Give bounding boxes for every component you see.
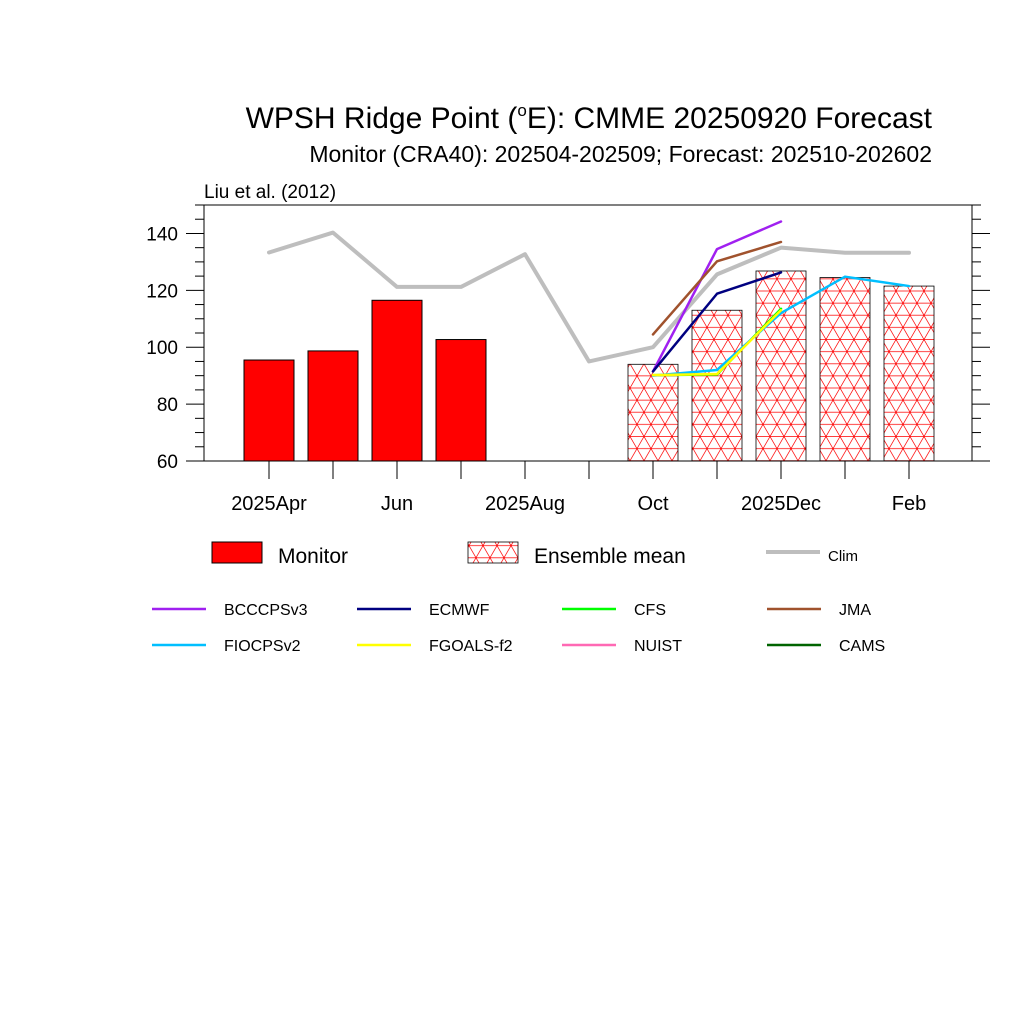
monitor-bar-Jul <box>435 339 487 462</box>
bars-layer <box>243 270 935 462</box>
ensemble-bar-Nov <box>691 309 743 462</box>
legend-swatch-ensemble-mean <box>467 541 519 564</box>
legend-label-cams: CAMS <box>839 638 885 655</box>
chart-subtitle: Monitor (CRA40): 202504-202509; Forecast… <box>309 141 932 167</box>
legend-label-ecmwf: ECMWF <box>429 602 490 619</box>
axes-layer: 60 80 100 120 140 2025Apr Jun 2025Aug Oct 2025Dec… <box>146 204 990 515</box>
legend-label-ensemble-mean: Ensemble mean <box>534 545 686 568</box>
monitor-bar-Jun <box>371 299 423 462</box>
y-tick-label-120: 120 <box>146 281 178 302</box>
x-tick-label-2025Dec: 2025Dec <box>741 493 821 515</box>
legend-swatch-monitor <box>211 541 263 564</box>
citation-label: Liu et al. (2012) <box>204 182 336 203</box>
legend-label-nuist: NUIST <box>634 638 682 655</box>
x-tick-label-Jun: Jun <box>381 493 413 515</box>
ensemble-bar-2025Dec <box>755 270 807 462</box>
legend-label-bcccpsv3: BCCCPSv3 <box>224 602 308 619</box>
lines-layer <box>267 220 911 377</box>
x-tick-label-2025Apr: 2025Apr <box>231 493 307 515</box>
y-tick-label-140: 140 <box>146 224 178 245</box>
ensemble-bar-Feb <box>883 285 935 462</box>
ensemble-bar-Oct <box>627 363 679 462</box>
series-line-jma <box>651 240 783 336</box>
legend: Monitor Ensemble mean Clim BCCCPSv3 ECMWF CFS… <box>152 541 885 655</box>
legend-label-clim: Clim <box>828 548 858 565</box>
legend-label-cfs: CFS <box>634 602 666 619</box>
x-tick-label-2025Aug: 2025Aug <box>485 493 565 515</box>
legend-label-fgoals-f2: FGOALS-f2 <box>429 638 513 655</box>
y-tick-label-80: 80 <box>157 395 178 416</box>
monitor-bar-2025May <box>307 350 359 462</box>
y-tick-label-60: 60 <box>157 452 178 473</box>
legend-label-monitor: Monitor <box>278 545 348 568</box>
x-tick-label-Feb: Feb <box>892 493 926 515</box>
y-tick-label-100: 100 <box>146 338 178 359</box>
series-line-fgoals-f2 <box>651 308 783 377</box>
ensemble-bar-2026Jan <box>819 277 871 462</box>
series-line-fiocpsv2 <box>651 275 911 377</box>
clim-line <box>267 230 911 364</box>
monitor-bar-2025Apr <box>243 359 295 462</box>
x-tick-label-Oct: Oct <box>637 493 669 515</box>
series-line-ecmwf <box>651 271 783 373</box>
chart-title: WPSH Ridge Point (oE): CMME 20250920 For… <box>246 101 933 135</box>
series-line-bcccpsv3 <box>651 220 783 373</box>
legend-label-fiocpsv2: FIOCPSv2 <box>224 638 301 655</box>
legend-label-jma: JMA <box>839 602 871 619</box>
